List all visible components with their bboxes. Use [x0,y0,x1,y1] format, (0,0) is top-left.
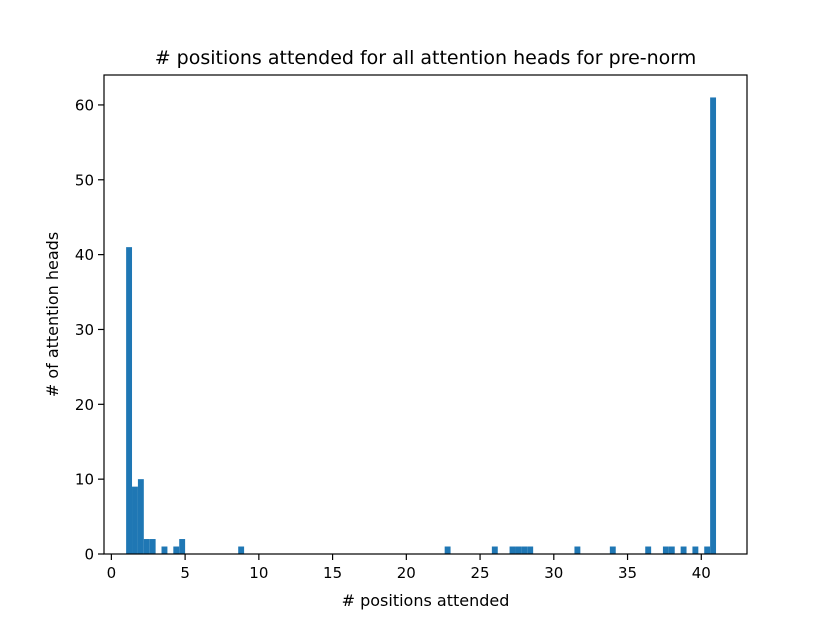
y-axis-label: # of attention heads [43,232,62,397]
x-tick-label: 35 [618,564,637,582]
histogram-bar [680,546,687,554]
histogram-bar [574,546,581,554]
histogram-bar [132,486,138,554]
histogram-bar [527,546,534,554]
y-tick-label: 10 [75,471,94,489]
x-tick-label: 30 [544,564,563,582]
y-tick-label: 0 [84,546,94,564]
bars-layer [126,97,717,554]
y-tick-label: 40 [75,246,94,264]
histogram-bar [515,546,522,554]
x-tick-label: 15 [323,564,342,582]
histogram-bar [173,546,180,554]
plot-frame [103,74,748,555]
histogram-bar [491,546,498,554]
histogram-bar [179,539,186,554]
histogram-bar [238,546,245,554]
x-tick-label: 5 [180,564,190,582]
histogram-bar [692,546,699,554]
y-tick-label: 60 [75,96,94,114]
histogram-bar [143,539,150,554]
histogram-bar [509,546,516,554]
y-tick-label: 20 [75,396,94,414]
histogram-bar [609,546,616,554]
histogram-bar [126,247,133,554]
histogram-bar [149,539,156,554]
histogram-bar [710,97,717,554]
y-tick-label: 50 [75,171,94,189]
chart-title: # positions attended for all attention h… [155,47,697,69]
x-axis-label: # positions attended [342,591,510,610]
x-axis-ticks: 0 5 10 15 20 25 30 35 40 [107,554,711,582]
y-axis-ticks: 0 10 20 30 40 50 60 [75,96,104,564]
x-tick-label: 0 [107,564,117,582]
histogram-bar [645,546,652,554]
x-tick-label: 25 [471,564,490,582]
y-tick-label: 30 [75,321,94,339]
histogram-bar [161,546,168,554]
histogram-bar [668,546,675,554]
x-tick-label: 40 [692,564,711,582]
histogram-bar [521,546,528,554]
x-tick-label: 10 [249,564,268,582]
histogram-bar [444,546,451,554]
histogram-bar [137,479,144,554]
x-tick-label: 20 [397,564,416,582]
histogram-bar [704,546,711,554]
histogram-bar [662,546,669,554]
